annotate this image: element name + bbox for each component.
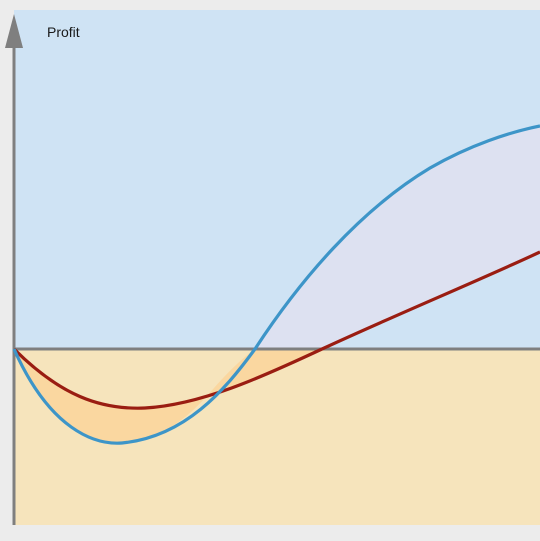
profit-axis-arrow-icon xyxy=(5,14,23,48)
y-axis-label: Profit xyxy=(47,24,80,40)
curve-gap-profit-area xyxy=(255,126,540,349)
blue-curve xyxy=(12,124,540,445)
red-curve xyxy=(12,250,540,410)
